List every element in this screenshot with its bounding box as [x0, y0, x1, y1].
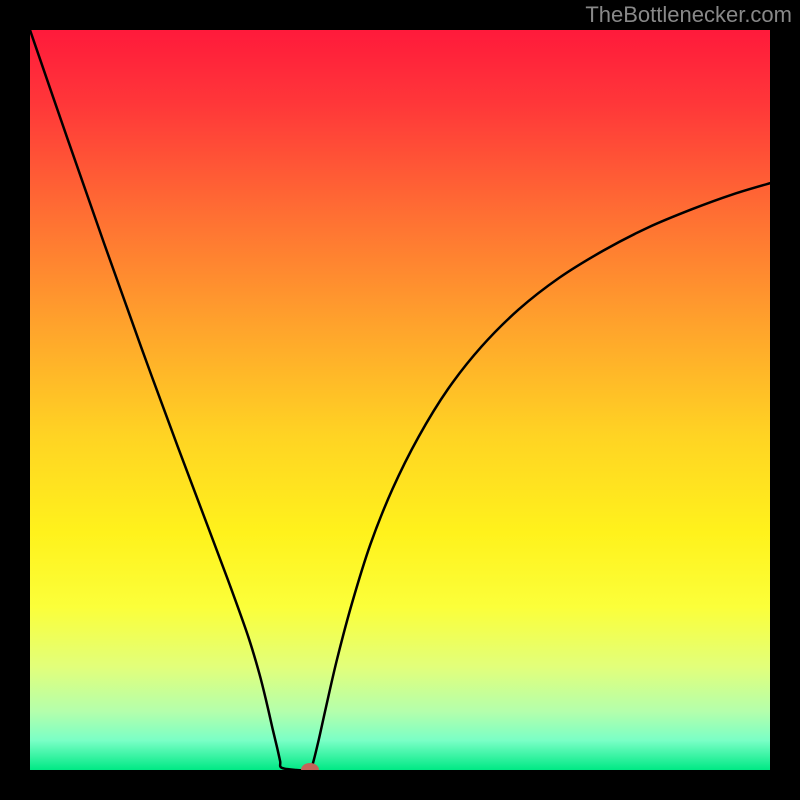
bottleneck-curve	[30, 30, 770, 770]
plot-area	[30, 30, 770, 770]
watermark-text: TheBottlenecker.com	[585, 2, 792, 28]
optimal-point-marker	[301, 763, 319, 770]
